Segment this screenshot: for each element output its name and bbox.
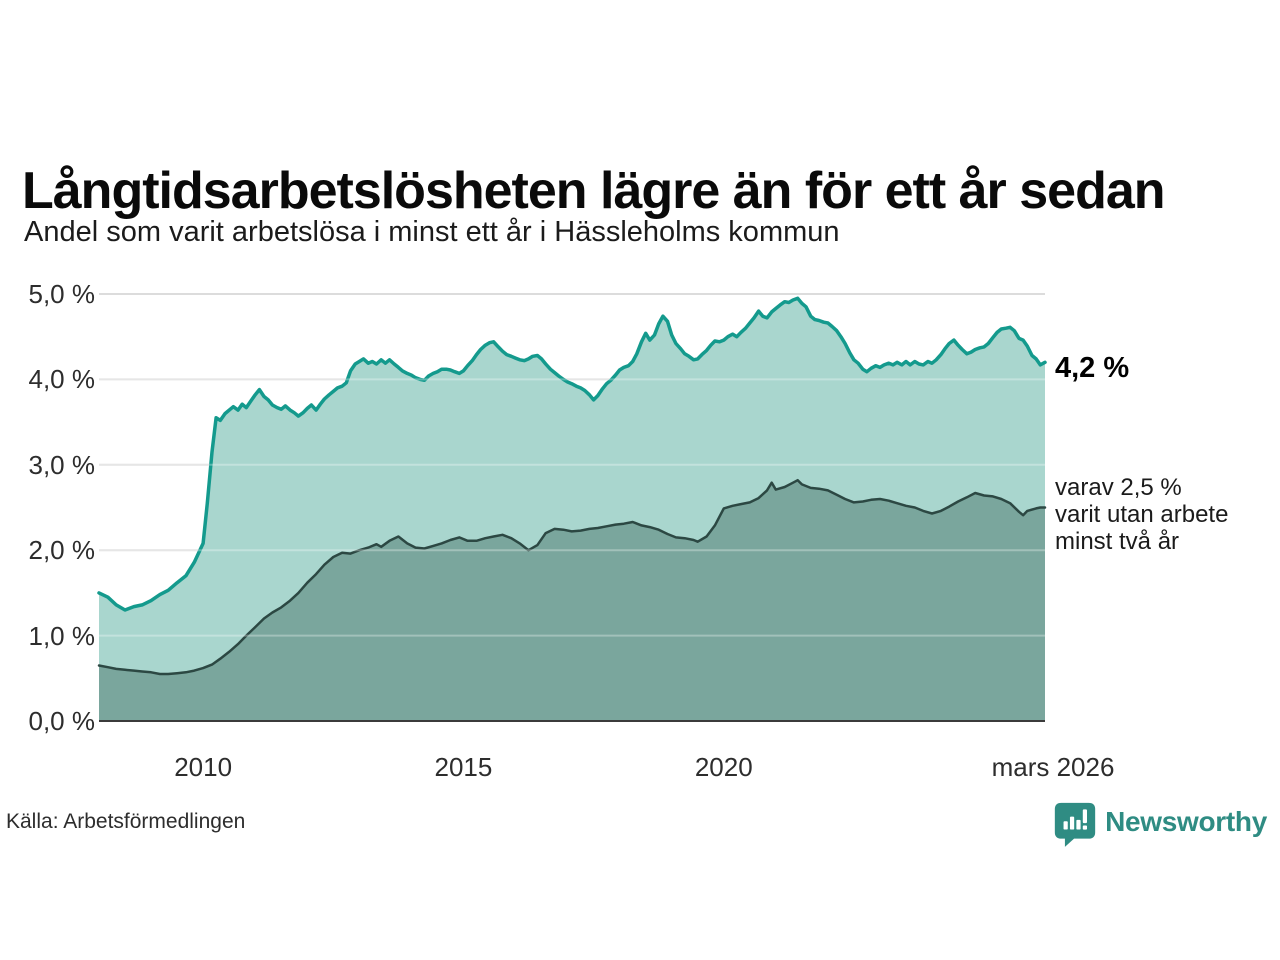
- page-title: Långtidsarbetslösheten lägre än för ett …: [22, 161, 1166, 220]
- y-tick-label: 5,0 %: [28, 279, 96, 309]
- x-tick-label: 2020: [694, 752, 753, 782]
- y-tick-label: 0,0 %: [28, 706, 96, 736]
- secondary-series-annotation: varav 2,5 % varit utan arbete minst två …: [1055, 474, 1270, 555]
- latest-value-label: 4,2 %: [1055, 352, 1130, 384]
- series-area-1: [99, 480, 1045, 721]
- bar-chart-pin-icon: [1053, 799, 1097, 854]
- series-line-1: [97, 478, 1047, 676]
- chart-subtitle: Andel som varit arbetslösa i minst ett å…: [24, 216, 840, 248]
- brand-name: Newsworthy: [1105, 806, 1267, 837]
- newsworthy-brand: Newsworthy: [1053, 799, 1267, 851]
- x-tick-label: 2010: [174, 752, 233, 782]
- annotation-line: minst två år: [1055, 528, 1180, 555]
- y-tick-label: 3,0 %: [28, 449, 96, 480]
- y-tick-label: 2,0 %: [28, 535, 96, 566]
- annotation-line: varit utan arbete: [1055, 501, 1229, 528]
- source-credit: Källa: Arbetsförmedlingen: [6, 810, 246, 833]
- x-tick-label: 2015: [434, 752, 493, 782]
- x-tick-label: mars 2026: [991, 752, 1115, 782]
- series-line-0: [97, 296, 1047, 612]
- annotation-line: varav 2,5 %: [1055, 474, 1182, 501]
- y-tick-label: 4,0 %: [28, 364, 96, 395]
- y-tick-label: 1,0 %: [28, 620, 96, 651]
